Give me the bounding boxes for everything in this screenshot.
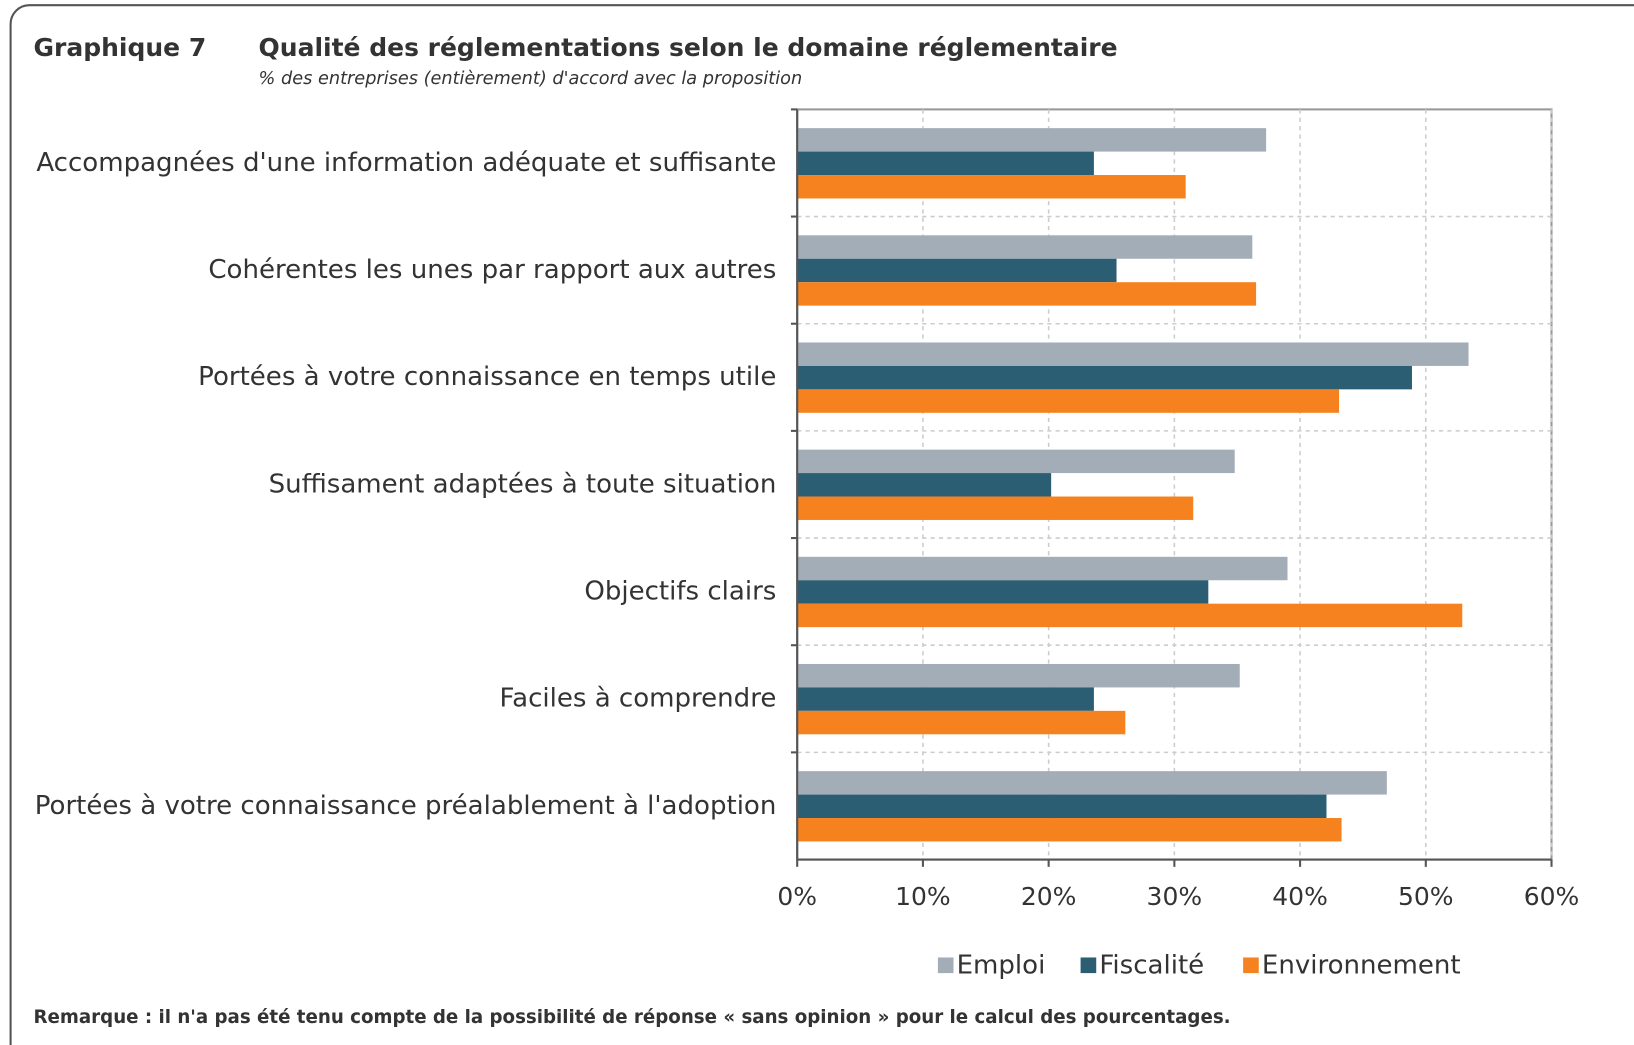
bar: [797, 235, 1253, 259]
bar: [797, 603, 1463, 628]
y-tick-label: Objectifs clairs: [584, 576, 776, 606]
bar: [797, 365, 1412, 390]
bar: [797, 175, 1186, 199]
bar: [797, 580, 1209, 604]
bar: [797, 794, 1327, 819]
bar: [797, 687, 1094, 711]
y-tick-label: Portées à votre connaissance préalableme…: [35, 791, 777, 821]
bar: [797, 128, 1267, 152]
x-tick-label: 20%: [1021, 882, 1077, 911]
x-tick-label: 60%: [1524, 882, 1580, 911]
bar: [797, 771, 1387, 795]
bar: [797, 556, 1288, 581]
bar: [797, 473, 1052, 497]
x-tick-label: 50%: [1398, 882, 1454, 911]
bar: [797, 449, 1235, 474]
x-tick-label: 30%: [1147, 882, 1203, 911]
bar: [797, 282, 1257, 306]
bar: [797, 342, 1469, 366]
y-tick-label: Faciles à comprendre: [500, 684, 777, 714]
x-tick-label: 10%: [895, 882, 951, 911]
y-tick-label: Suffisament adaptées à toute situation: [269, 469, 777, 499]
frame: [9, 4, 1634, 1045]
x-tick-label: 40%: [1272, 882, 1328, 911]
bar: [797, 710, 1126, 735]
legend-swatch: [1243, 957, 1259, 974]
legend-swatch: [937, 957, 954, 974]
bar: [797, 258, 1117, 283]
legend-swatch: [1080, 957, 1097, 974]
legend-label: Fiscalité: [1099, 950, 1204, 980]
chart-label: Graphique 7: [34, 33, 207, 62]
bar: [797, 151, 1094, 176]
chart-title: Qualité des réglementations selon le dom…: [259, 33, 1118, 62]
legend-label: Emploi: [957, 950, 1046, 980]
y-tick-label: Accompagnées d'une information adéquate …: [36, 148, 776, 178]
bar: [797, 818, 1342, 842]
bar: [797, 389, 1340, 413]
legend-label: Environnement: [1262, 950, 1461, 980]
bar: [797, 663, 1240, 688]
note: Remarque : il n'a pas été tenu compte de…: [34, 1007, 1231, 1028]
y-tick-label: Cohérentes les unes par rapport aux autr…: [208, 255, 776, 285]
bar: [797, 496, 1194, 520]
chart-subtitle: % des entreprises (entièrement) d'accord…: [259, 69, 803, 89]
x-tick-label: 0%: [777, 882, 817, 911]
y-tick-label: Portées à votre connaissance en temps ut…: [198, 362, 776, 392]
